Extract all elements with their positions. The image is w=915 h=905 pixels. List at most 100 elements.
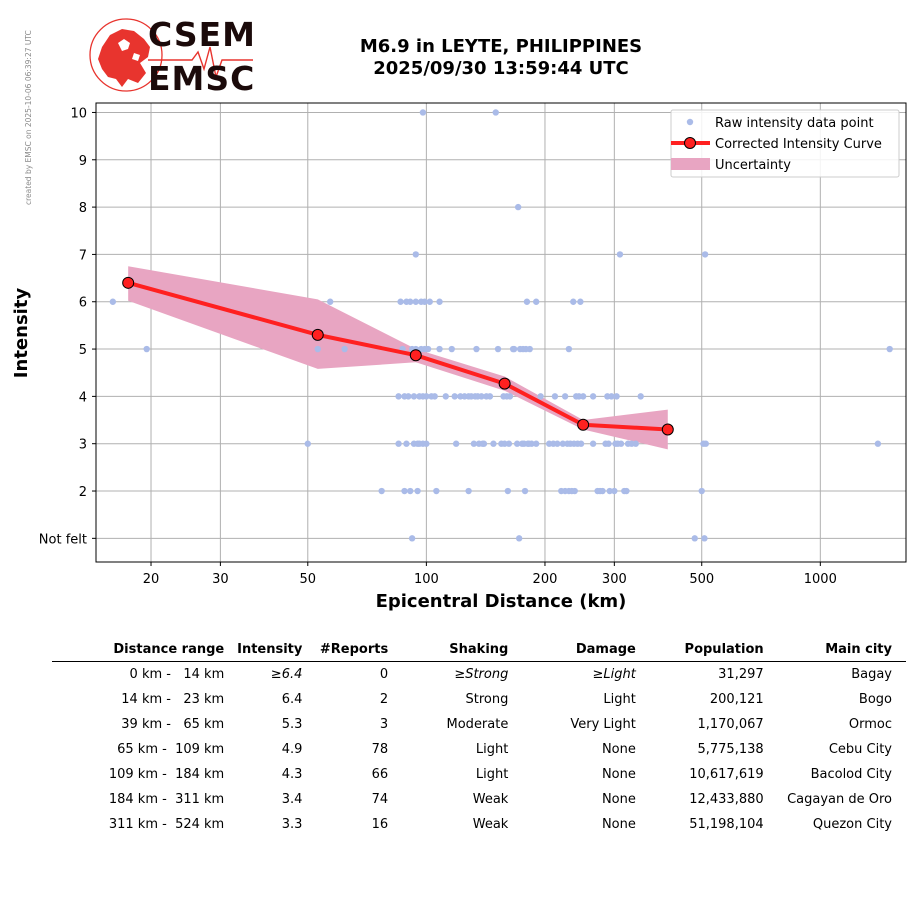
- reports-cell: 78: [371, 741, 389, 757]
- x-tick-label: 100: [414, 572, 439, 587]
- x-tick-label: 500: [689, 572, 714, 587]
- shaking-cell: Weak: [472, 816, 509, 832]
- raw-intensity-point: [577, 440, 585, 447]
- table-row: 0 km - 14 km ≥6.4 0 ≥Strong ≥Light 31,297 Baga…: [52, 662, 906, 688]
- raw-intensity-point: [395, 440, 402, 447]
- raw-intensity-point: [532, 440, 540, 447]
- raw-intensity-point: [492, 109, 499, 116]
- intensity-cell: 4.3: [281, 766, 303, 782]
- main-city-cell: Cebu City: [828, 741, 892, 757]
- distance-range-cell: 184 km - 311 km: [108, 791, 225, 807]
- header-intensity: Intensity: [224, 640, 303, 662]
- header-reports: #Reports: [302, 640, 389, 662]
- raw-intensity-point: [616, 251, 624, 258]
- raw-intensity-point: [490, 440, 497, 447]
- header-shaking: Shaking: [388, 640, 509, 662]
- x-tick-label: 300: [602, 572, 627, 587]
- raw-intensity-point: [571, 487, 578, 495]
- raw-intensity-point: [431, 393, 438, 400]
- raw-intensity-point: [701, 535, 708, 542]
- raw-intensity-point: [412, 298, 419, 305]
- raw-intensity-point: [623, 487, 630, 495]
- raw-intensity-point: [421, 298, 428, 305]
- y-tick-label: 6: [79, 296, 87, 311]
- raw-intensity-point: [565, 345, 573, 353]
- raw-intensity-point: [606, 487, 613, 495]
- y-tick-label: 8: [79, 201, 87, 216]
- damage-cell: None: [601, 791, 636, 807]
- raw-intensity-point: [414, 487, 421, 495]
- main-city-cell: Quezon City: [812, 816, 892, 832]
- raw-intensity-point: [510, 345, 518, 353]
- raw-intensity-point: [143, 345, 150, 353]
- raw-intensity-point: [521, 487, 529, 495]
- corrected-curve: [122, 276, 674, 436]
- y-tick-label: 10: [70, 106, 87, 121]
- y-tick-label: 5: [79, 343, 87, 358]
- table-row: 65 km - 109 km 4.9 78 Light None 5,775,138 Ceb…: [52, 737, 906, 762]
- reports-cell: 74: [371, 791, 389, 807]
- table-header-row: Distance range Intensity #Reports Shakin…: [52, 640, 906, 662]
- y-tick-label: 7: [79, 248, 87, 263]
- damage-cell: None: [601, 741, 636, 757]
- distance-range-cell: 0 km - 14 km: [121, 666, 225, 682]
- raw-intensity-point: [473, 345, 480, 353]
- raw-intensity-point: [505, 440, 513, 447]
- raw-intensity-point: [470, 440, 478, 447]
- table-row: 39 km - 65 km 5.3 3 Moderate Very Light 1,170…: [52, 712, 906, 737]
- logo-text-csem: CSEM: [148, 15, 256, 54]
- raw-intensity-point: [401, 487, 408, 495]
- raw-intensity-point: [532, 298, 540, 305]
- raw-intensity-point: [523, 298, 531, 305]
- title-datetime: 2025/09/30 13:59:44 UTC: [373, 58, 629, 79]
- raw-intensity-point: [513, 440, 521, 447]
- raw-intensity-point: [442, 393, 449, 400]
- damage-cell: None: [601, 816, 636, 832]
- corrected-intensity-marker: [311, 328, 324, 341]
- raw-intensity-point: [577, 298, 584, 305]
- raw-intensity-point: [451, 393, 458, 400]
- raw-intensity-point: [514, 203, 522, 211]
- raw-intensity-point: [698, 487, 705, 495]
- legend-raw-point-swatch: [686, 118, 694, 126]
- table-row: 311 km - 524 km 3.3 16 Weak None 51,198,104 Qu…: [52, 812, 906, 837]
- raw-intensity-point: [605, 440, 612, 447]
- raw-intensity-point: [637, 393, 644, 400]
- raw-intensity-point: [423, 393, 430, 400]
- legend-curve-marker-swatch: [684, 137, 696, 149]
- x-tick-label: 1000: [804, 572, 837, 587]
- y-tick-label: 2: [79, 485, 87, 500]
- logo-text-emsc: EMSC: [148, 59, 256, 98]
- intensity-cell: ≥6.4: [270, 666, 303, 682]
- y-tick-label: Not felt: [39, 532, 87, 547]
- raw-intensity-point: [419, 109, 427, 116]
- x-tick-label: 50: [300, 572, 317, 587]
- shaking-cell: Light: [475, 766, 509, 782]
- reports-cell: 0: [379, 666, 389, 682]
- raw-intensity-point: [608, 393, 615, 400]
- raw-intensity-point: [314, 345, 321, 353]
- raw-intensity-point: [504, 487, 512, 495]
- raw-intensity-point: [617, 440, 625, 447]
- raw-intensity-point: [528, 440, 535, 447]
- globe-logo-icon: [89, 18, 253, 92]
- raw-intensity-point: [448, 345, 455, 353]
- raw-intensity-point: [395, 393, 402, 400]
- main-city-cell: Bagay: [851, 666, 892, 682]
- distance-range-cell: 14 km - 23 km: [117, 691, 225, 707]
- raw-intensity-point: [632, 440, 639, 447]
- y-axis-label: Intensity: [11, 288, 32, 379]
- distance-range-cell: 39 km - 65 km: [117, 716, 225, 732]
- corrected-intensity-line: [127, 280, 668, 432]
- raw-intensity-point: [559, 440, 567, 447]
- y-tick-label: 4: [79, 390, 87, 405]
- population-cell: 31,297: [718, 666, 764, 682]
- raw-intensity-point: [426, 298, 433, 305]
- population-cell: 1,170,067: [697, 716, 764, 732]
- shaking-cell: Strong: [465, 691, 509, 707]
- raw-intensity-point: [579, 393, 587, 400]
- y-axis-ticks: Not felt 2 3 4 5 6 7 8 9 10: [39, 106, 96, 547]
- table-row: 109 km - 184 km 4.3 66 Light None 10,617,619 B…: [52, 762, 906, 787]
- title-event: M6.9 in LEYTE, PHILIPPINES: [359, 36, 643, 57]
- intensity-cell: 6.4: [281, 691, 303, 707]
